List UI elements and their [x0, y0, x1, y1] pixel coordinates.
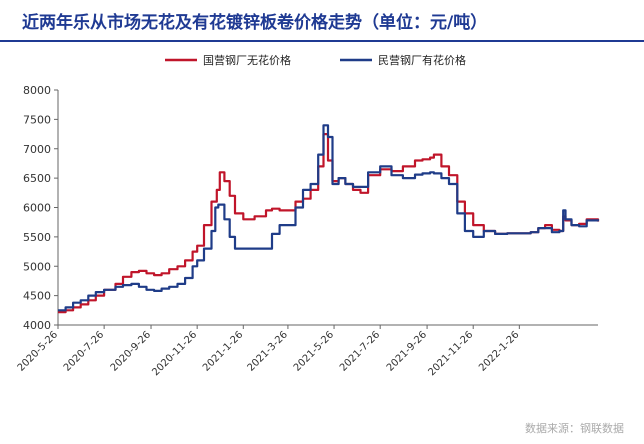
series-line-blue — [58, 124, 600, 312]
x-tick-label: 2020-11-26 — [150, 329, 199, 378]
x-tick-label: 2021-1-26 — [201, 329, 245, 373]
x-tick-label: 2021-9-26 — [385, 329, 429, 373]
y-tick-label: 6500 — [23, 172, 51, 185]
y-tick-label: 7500 — [23, 113, 51, 126]
x-tick-label: 2021-7-26 — [338, 329, 382, 373]
y-tick-label: 4500 — [23, 290, 51, 303]
x-tick-label: 2020-5-26 — [16, 329, 60, 373]
x-tick-label: 2020-7-26 — [62, 329, 106, 373]
x-tick-label: 2021-5-26 — [292, 329, 336, 373]
legend-label: 国营钢厂无花价格 — [203, 53, 291, 67]
y-tick-label: 8000 — [23, 84, 51, 97]
x-tick-label: 2022-1-26 — [477, 329, 521, 373]
x-tick-label: 2021-11-26 — [426, 329, 475, 378]
data-source: 数据来源：钢联数据 — [525, 422, 624, 435]
chart-title: 近两年乐从市场无花及有花镀锌板卷价格走势（单位：元/吨） — [22, 13, 488, 33]
y-tick-label: 6000 — [23, 202, 51, 215]
y-tick-label: 5000 — [23, 260, 51, 273]
y-tick-label: 7000 — [23, 143, 51, 156]
legend-label: 民营钢厂有花价格 — [378, 53, 466, 67]
x-tick-label: 2021-3-26 — [246, 329, 290, 373]
y-tick-label: 5500 — [23, 231, 51, 244]
title-divider — [0, 40, 644, 42]
y-tick-label: 4000 — [23, 319, 51, 332]
x-tick-label: 2020-9-26 — [109, 329, 153, 373]
